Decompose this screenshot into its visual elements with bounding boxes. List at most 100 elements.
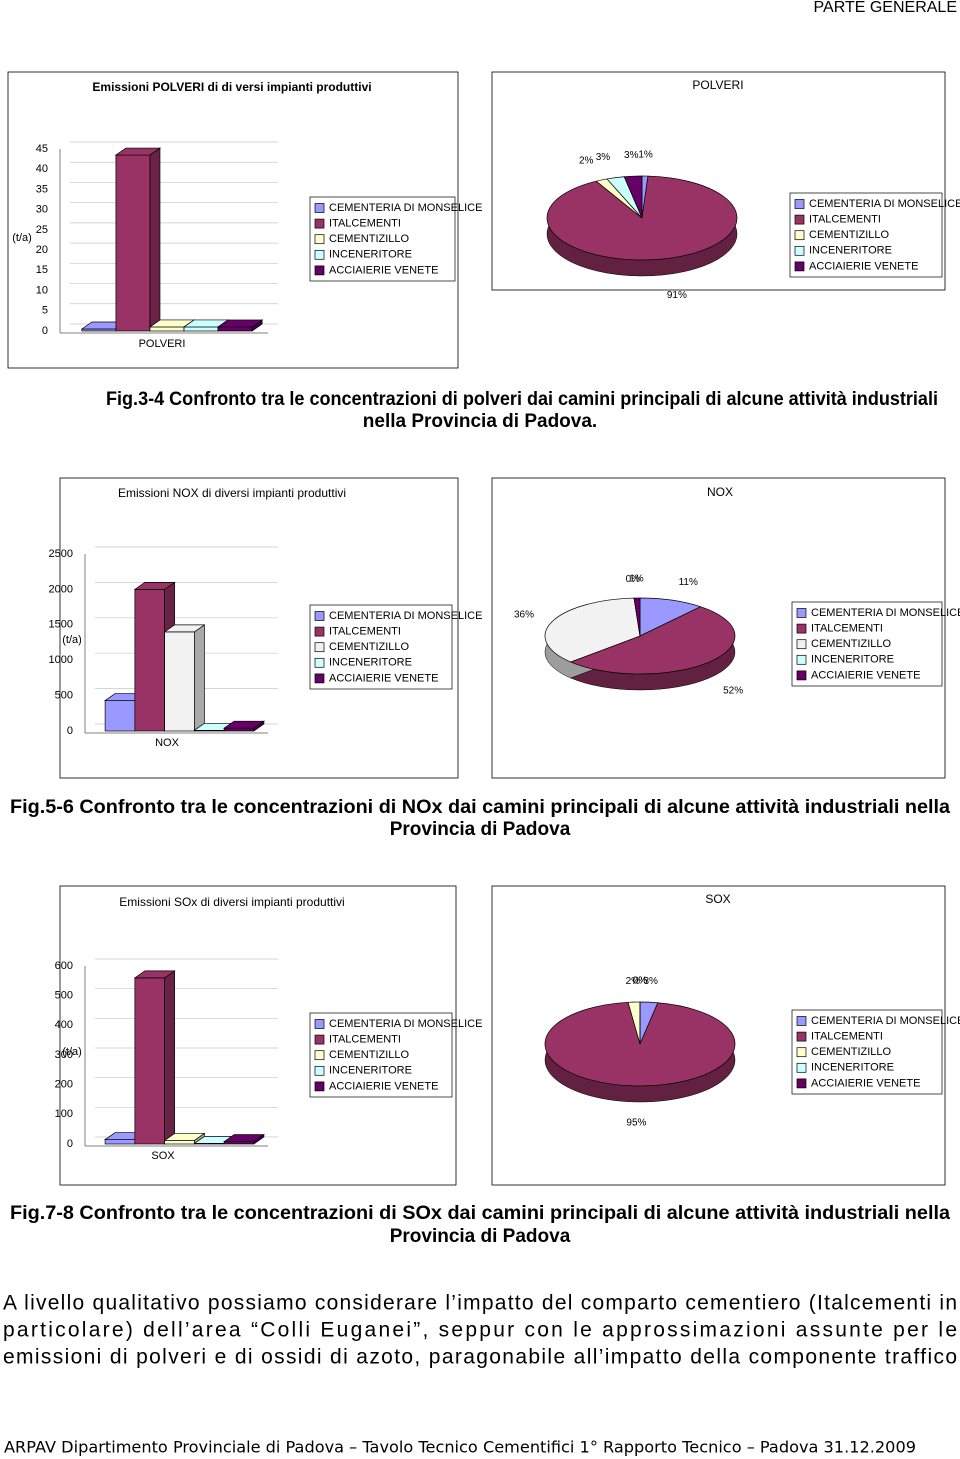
caption: Fig.7-8 Confronto tra le concentrazioni … [10,1203,950,1224]
bar-side-shade [253,721,264,731]
y-tick-label: 35 [36,183,48,195]
bar-side-shade [252,319,263,331]
bar [223,727,255,732]
pie-slice [639,597,702,637]
legend-swatch [314,265,325,276]
bar [134,977,165,1145]
page-header: PARTE GENERALE [814,0,957,16]
y-tick-label: 40 [36,163,48,175]
x-tick-label: NOX [155,737,180,749]
legend-label: CEMENTIZILLO [811,1046,892,1058]
legend-swatch [796,670,807,681]
bar [183,326,219,332]
bar-top [223,720,266,729]
y-tick-label: 100 [55,1108,73,1120]
caption: nella Provincia di Padova. [363,411,597,432]
bar-top [163,624,206,633]
legend-swatch [794,199,805,209]
bar-top [216,319,264,328]
legend-swatch [314,1050,325,1061]
legend-swatch [796,1031,807,1042]
data-label: 36% [514,610,534,621]
y-tick-label: 30 [36,204,48,216]
y-tick-label: 300 [55,1049,73,1061]
legend-label: CEMENTIZILLO [811,638,892,650]
bar-side-shade [253,1134,264,1144]
chart-title: Emissioni POLVERI di di versi impianti p… [92,80,371,94]
bar-top [223,1134,266,1142]
legend-label: INCENERITORE [329,249,412,261]
legend-label: ACCIAIERIE VENETE [809,260,918,272]
legend-label: ITALCEMENTI [329,626,401,638]
legend-label: CEMENTIZILLO [329,1049,410,1061]
legend-label: CEMENTERIA DI MONSELICE [811,1015,960,1027]
data-label: 1% [629,574,644,585]
y-tick-label: 500 [55,690,73,702]
data-label: 3% [596,152,611,163]
legend-label: ACCIAIERIE VENETE [329,264,438,276]
legend-box [789,192,943,278]
y-tick-label: 2500 [49,548,73,560]
y-tick-label: 0 [42,325,48,337]
legend-swatch [794,261,805,272]
data-label: 3% [624,150,639,161]
legend-label: INCENERITORE [809,245,892,257]
legend-label: CEMENTIZILLO [809,229,890,241]
chart-title: SOX [705,892,730,906]
legend-swatch [794,230,805,241]
bar [164,631,195,732]
data-label: 1% [638,150,653,161]
legend-swatch [796,639,807,650]
bar [149,326,185,332]
chart-title: Emissioni NOX di diversi impianti produt… [118,486,346,500]
legend-label: CEMENTIZILLO [329,641,410,653]
legend-swatch [314,1034,325,1045]
data-label: 2% [579,156,594,167]
y-tick-label: 200 [55,1079,73,1091]
y-tick-label: 0 [67,1138,73,1150]
paragraph-line: A livello qualitativo possiamo considera… [3,1292,957,1315]
y-tick-label: 10 [36,284,48,296]
legend-label: ITALCEMENTI [329,1034,401,1046]
data-label: 0% [633,976,648,987]
legend-swatch [796,623,807,634]
legend-swatch [314,249,325,260]
chart-title: NOX [707,485,733,499]
legend-label: INCENERITORE [329,657,412,669]
bar-top [114,147,162,156]
legend-label: ACCIAIERIE VENETE [811,1077,920,1089]
legend-swatch [314,611,325,621]
bar-side-shade [149,148,160,331]
legend-label: ITALCEMENTI [329,218,401,230]
y-axis-label: (t/a) [62,634,82,646]
legend-swatch [794,245,805,256]
pie-slice [633,597,641,637]
bar [223,1141,255,1145]
data-label: 95% [626,1118,646,1129]
legend-box [791,1009,943,1095]
legend-label: INCENERITORE [811,654,894,666]
pie-slice [544,597,641,663]
legend-label: ACCIAIERIE VENETE [329,672,438,684]
y-tick-label: 1000 [49,654,73,666]
legend-swatch [796,1062,807,1073]
legend-label: INCENERITORE [811,1062,894,1074]
x-tick-label: POLVERI [139,338,186,350]
legend-swatch [796,1047,807,1058]
legend-swatch [314,673,325,684]
legend-label: ITALCEMENTI [809,214,881,226]
y-tick-label: 15 [36,264,48,276]
pie-slice [569,606,736,675]
bar-side-shade [194,624,205,731]
legend-label: CEMENTIZILLO [329,233,410,245]
bar-top [133,582,176,590]
legend-box [791,601,943,687]
bar [134,589,165,732]
y-axis-label: (t/a) [12,232,32,244]
legend-swatch [314,203,325,213]
pie-slice [544,1001,736,1087]
legend-label: ACCIAIERIE VENETE [329,1080,438,1092]
y-tick-label: 45 [36,143,48,155]
